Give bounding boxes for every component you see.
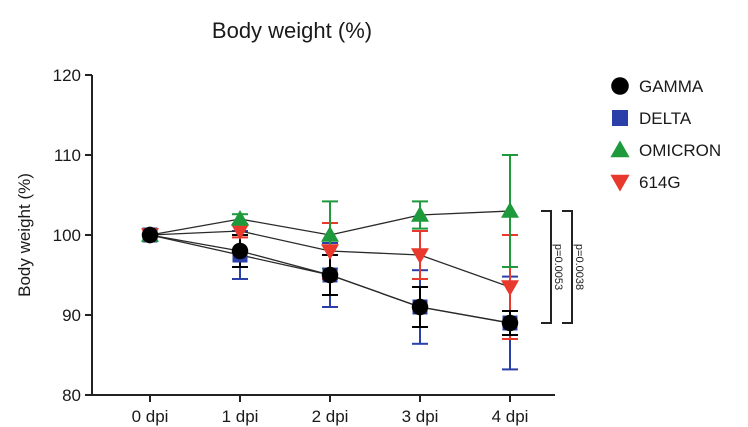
x-tick-label-1: 1 dpi	[222, 407, 259, 426]
legend-marker-614g	[610, 174, 630, 192]
y-tick-label-120: 120	[53, 66, 81, 85]
x-tick-label-0: 0 dpi	[132, 407, 169, 426]
series-omicron-errorbars	[232, 154, 518, 270]
significance-bracket-1	[562, 210, 573, 324]
y-tick-label-80: 80	[62, 386, 81, 405]
point-614g-3	[411, 248, 429, 264]
legend: GAMMA DELTA OMICRON 614G	[610, 77, 721, 192]
significance-bracket-0	[541, 210, 552, 324]
point-omicron-1	[231, 210, 249, 226]
x-tick-label-4: 4 dpi	[492, 407, 529, 426]
y-tick-label-100: 100	[53, 226, 81, 245]
series-layer	[141, 154, 519, 371]
legend-label-omicron: OMICRON	[639, 141, 721, 160]
point-614g-2	[321, 244, 339, 260]
point-gamma-0	[141, 226, 159, 244]
legend-label-delta: DELTA	[639, 109, 692, 128]
point-omicron-4	[501, 202, 519, 218]
y-tick-label-90: 90	[62, 306, 81, 325]
series-gamma-points	[141, 226, 519, 332]
legend-marker-delta	[612, 110, 628, 126]
point-omicron-3	[411, 206, 429, 222]
point-gamma-3	[411, 298, 429, 316]
point-gamma-1	[231, 242, 249, 260]
y-tick-label-110: 110	[54, 146, 81, 165]
x-tick-label-2: 2 dpi	[312, 407, 349, 426]
point-omicron-2	[321, 226, 339, 242]
legend-label-614g: 614G	[639, 173, 681, 192]
legend-marker-gamma	[611, 77, 629, 95]
x-tick-label-3: 3 dpi	[402, 407, 439, 426]
series-614g-errorbars	[232, 222, 518, 340]
series-gamma-errorbars	[232, 234, 518, 336]
legend-label-gamma: GAMMA	[639, 77, 704, 96]
chart-title: Body weight (%)	[212, 18, 372, 43]
p-value-label-0: p=0.0053	[552, 244, 564, 290]
point-gamma-2	[321, 266, 339, 284]
point-gamma-4	[501, 314, 519, 332]
y-axis-label: Body weight (%)	[15, 173, 34, 297]
legend-marker-omicron	[610, 140, 630, 158]
series-delta-errorbars	[232, 230, 518, 371]
axes: 80 90 100 110 120 0 dpi 1 dpi 2 dpi 3 dpi 4 dpi	[53, 66, 555, 426]
annotations: p=0.0053 p=0.0038	[541, 210, 585, 324]
point-614g-4	[501, 280, 519, 296]
point-614g-1	[231, 224, 249, 240]
p-value-label-1: p=0.0038	[573, 244, 585, 290]
